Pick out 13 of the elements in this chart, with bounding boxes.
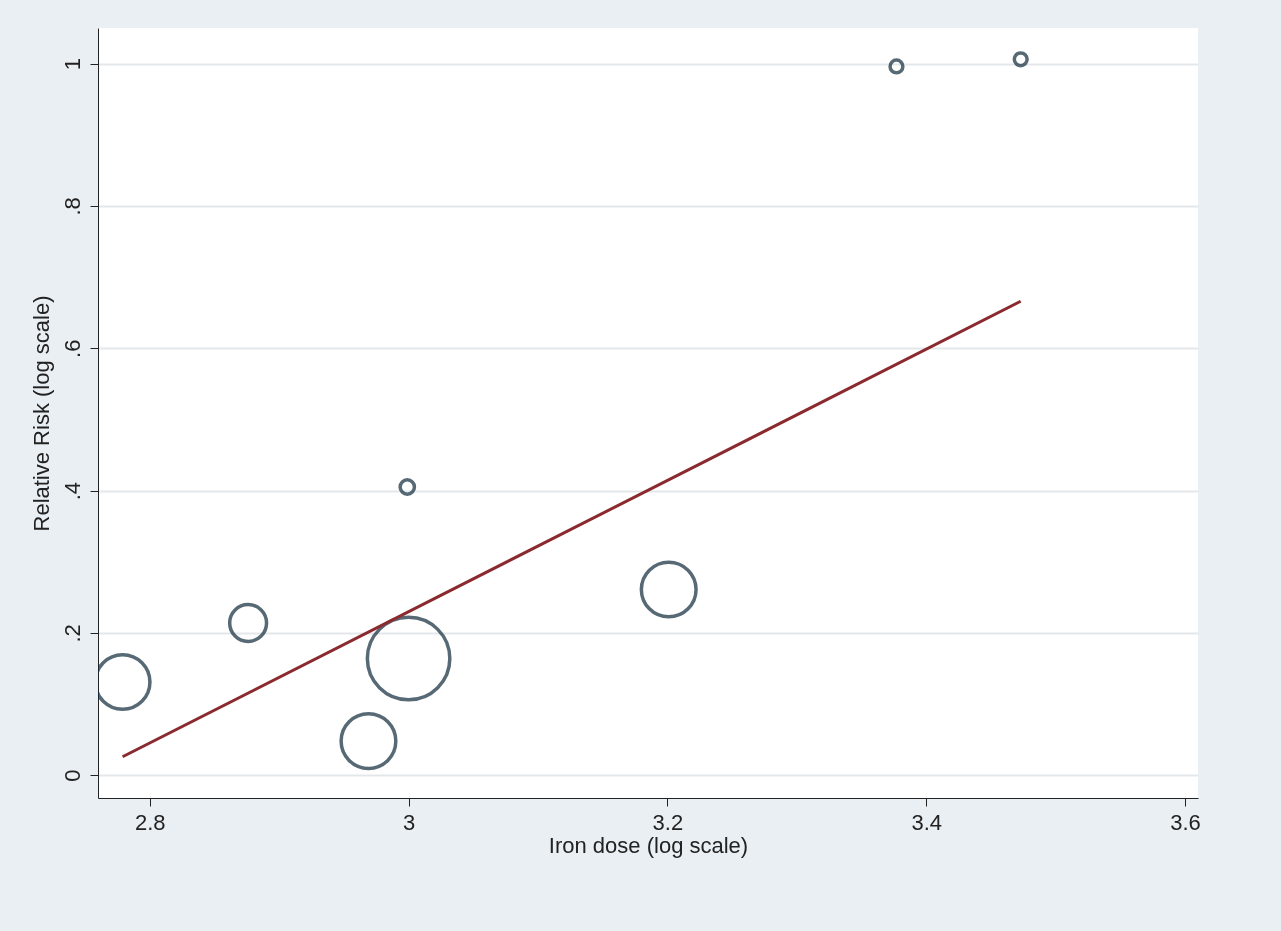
x-tick-label: 3.6	[1170, 809, 1201, 835]
x-tick-label: 3.4	[911, 809, 943, 835]
y-tick-label: .6	[59, 339, 85, 358]
y-tick-label: 1	[59, 57, 85, 71]
y-tick-label: 0	[59, 769, 85, 782]
x-axis-title: Iron dose (log scale)	[548, 832, 749, 858]
y-tick-label: .4	[59, 481, 85, 501]
x-tick-label: 3.2	[652, 809, 684, 835]
x-tick-label: 2.8	[134, 809, 166, 835]
y-axis-title: Relative Risk (log scale)	[28, 295, 54, 532]
y-tick-label: .8	[59, 197, 85, 216]
x-tick-label: 3	[402, 809, 416, 835]
y-tick-label: .2	[59, 624, 85, 643]
